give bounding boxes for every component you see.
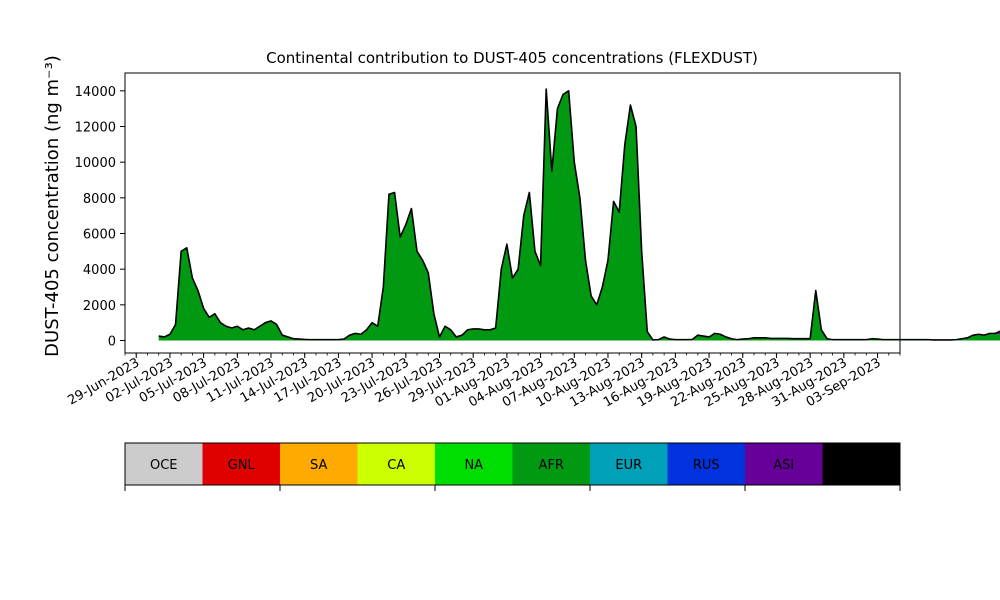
- total-outline-group: [158, 88, 1000, 341]
- y-tick-label: 0: [108, 335, 116, 350]
- legend-label-afr: AFR: [539, 458, 564, 473]
- legend-label-oce: OCE: [150, 458, 178, 473]
- legend-label-aus: AUS: [848, 458, 875, 473]
- legend-label-eur: EUR: [615, 458, 642, 473]
- legend-label-ca: CA: [387, 458, 405, 473]
- legend-swatch-gnl: [202, 443, 280, 485]
- legend-label-asi: ASI: [773, 458, 794, 473]
- y-tick-label: 8000: [83, 192, 116, 207]
- legend-label-sa: SA: [310, 458, 327, 473]
- legend-swatch-rus: [667, 443, 745, 485]
- y-tick-label: 12000: [75, 121, 116, 136]
- legend-frame: [124, 442, 901, 486]
- legend-colorbar: OCE GNL SA CA NA AFR EUR RUS ASI AUS: [124, 442, 901, 491]
- legend-swatch-asi: [745, 443, 823, 485]
- legend-label-na: NA: [464, 458, 483, 473]
- legend-label-gnl: GNL: [228, 458, 256, 473]
- legend-swatch-aus: [822, 443, 900, 485]
- legend-label-rus: RUS: [693, 458, 720, 473]
- chart-title: Continental contribution to DUST-405 con…: [266, 49, 758, 67]
- y-axis-label: DUST-405 concentration (ng m⁻³): [42, 55, 63, 357]
- y-axis-ticks: 0 2000 4000 6000 8000 10000 12000 14000: [75, 85, 125, 350]
- y-tick-label: 2000: [83, 299, 116, 314]
- y-tick-label: 14000: [75, 85, 116, 100]
- area-afr: [158, 89, 1000, 341]
- legend-swatch-sa: [280, 443, 358, 485]
- x-axis-ticks: 29-Jun-202302-Jul-202305-Jul-202308-Jul-…: [65, 353, 901, 411]
- legend-swatch-oce: [125, 443, 203, 485]
- legend-swatch-ca: [357, 443, 435, 485]
- plot-frame: [124, 72, 901, 354]
- legend-swatch-na: [435, 443, 513, 485]
- total-outline: [158, 88, 1000, 341]
- legend-swatch-afr: [512, 443, 590, 485]
- y-tick-label: 10000: [75, 156, 116, 171]
- y-tick-label: 6000: [83, 228, 116, 243]
- y-tick-label: 4000: [83, 263, 116, 278]
- area-series-group: [158, 89, 1000, 341]
- legend-swatch-eur: [590, 443, 668, 485]
